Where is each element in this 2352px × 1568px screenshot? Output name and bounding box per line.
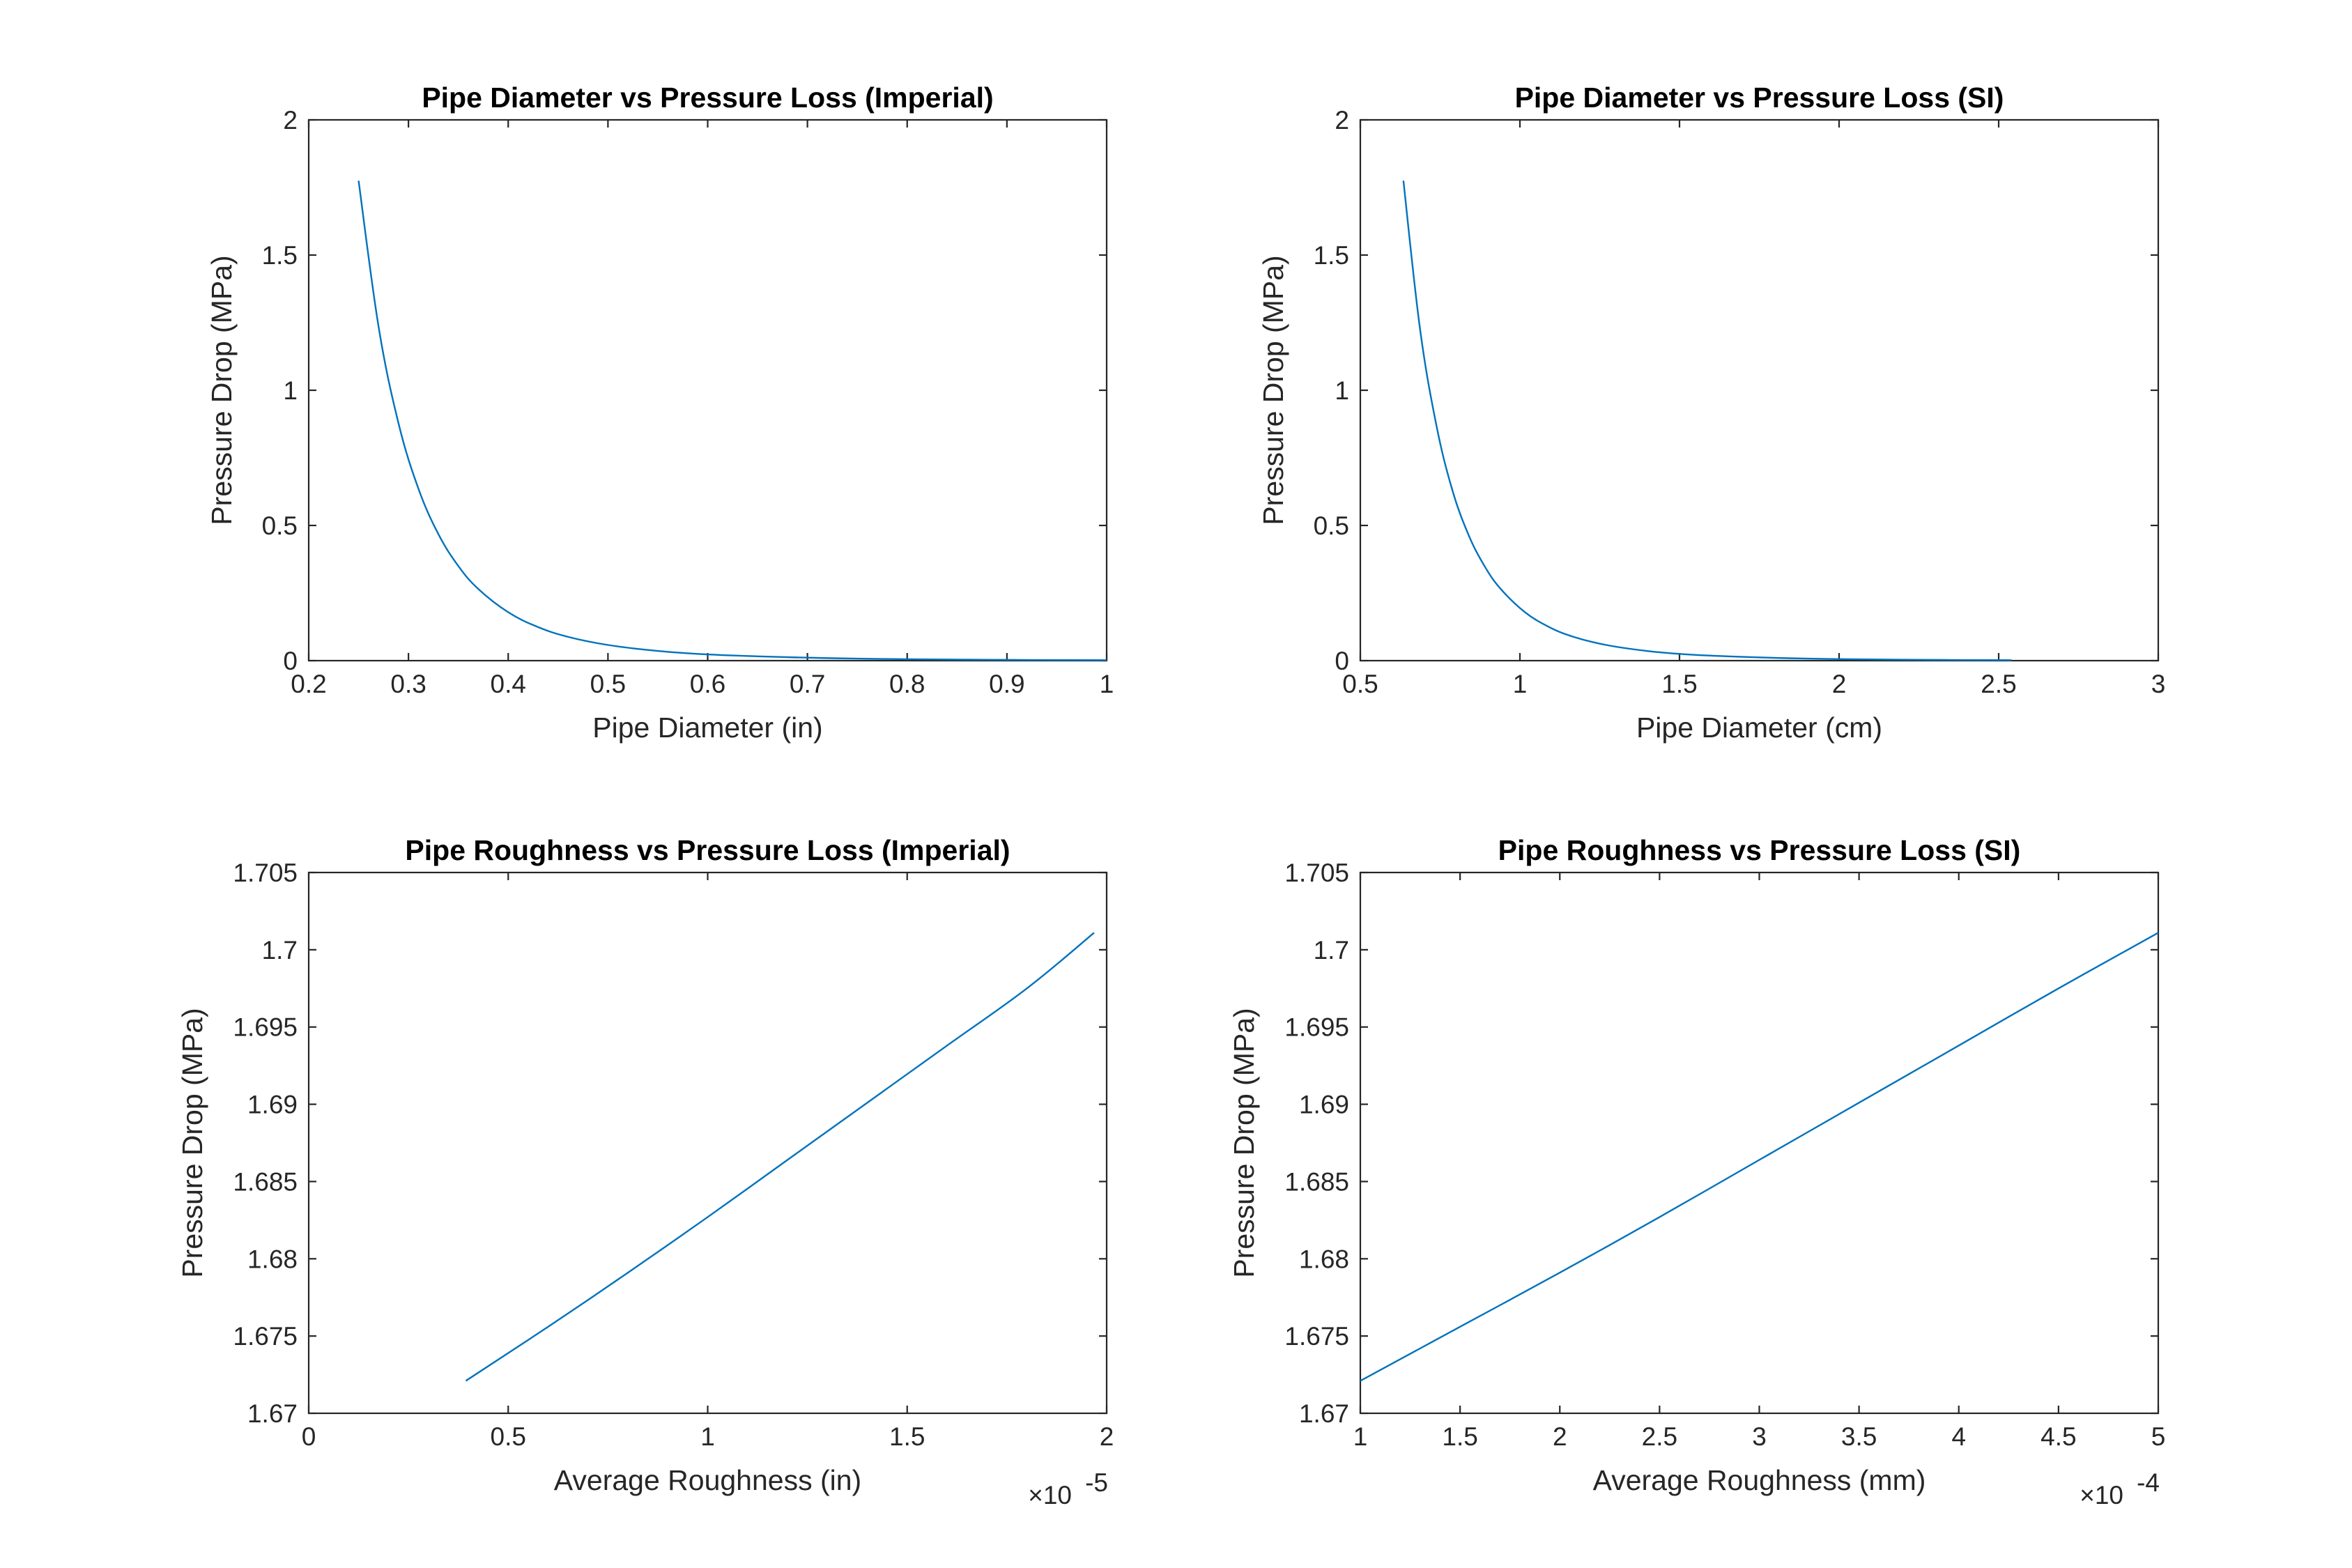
chart-1-x-tick-label: 0.9: [989, 670, 1024, 698]
chart-4-x-tick-label: 2.5: [1642, 1422, 1677, 1451]
chart-4-x-tick-label: 2: [1553, 1422, 1567, 1451]
chart-1-x-tick-label: 0.6: [690, 670, 725, 698]
chart-4-y-tick-label: 1.7: [1314, 936, 1349, 964]
chart-2-y-tick-label: 1: [1335, 376, 1349, 405]
chart-3-y-tick-label: 1.705: [233, 859, 298, 887]
chart-3-axes-box: [307, 871, 1108, 1415]
chart-4-x-tick-label: 3.5: [1841, 1422, 1877, 1451]
chart-1-x-tick-label: 1: [1100, 670, 1114, 698]
chart-3-x-tick-label: 2: [1100, 1422, 1114, 1451]
chart-4-y-tick-label: 1.685: [1284, 1167, 1349, 1196]
chart-2-axes-box: [1359, 118, 2160, 662]
chart-4-x-tick-label: 1: [1353, 1422, 1368, 1451]
chart-4-x-tick-label: 4: [1951, 1422, 1966, 1451]
chart-4-y-tick-label: 1.705: [1284, 859, 1349, 887]
chart-2-x-label: Pipe Diameter (cm): [1636, 712, 1882, 744]
chart-4-series-line: [1360, 932, 2159, 1382]
chart-3-x-tick-label: 1.5: [889, 1422, 925, 1451]
chart-1-x-tick-label: 0.5: [590, 670, 626, 698]
chart-4-x-tick-label: 4.5: [2040, 1422, 2076, 1451]
chart-2-y-tick-label: 0.5: [1314, 512, 1349, 540]
chart-3-x-exponent-label: ×10: [1028, 1481, 1072, 1509]
chart-4-x-exponent-label: ×10: [2080, 1481, 2123, 1509]
chart-2-x-tick-label: 0.5: [1342, 670, 1378, 698]
chart-4-x-tick-label: 1.5: [1442, 1422, 1477, 1451]
chart-1-y-tick-label: 0.5: [262, 512, 298, 540]
chart-4-y-tick-label: 1.68: [1299, 1245, 1349, 1273]
chart-4-y-tick-label: 1.69: [1299, 1091, 1349, 1119]
chart-3-x-label: Average Roughness (in): [554, 1464, 861, 1496]
chart-2-x-tick-label: 3: [2151, 670, 2166, 698]
chart-3-y-tick-label: 1.68: [247, 1245, 298, 1273]
chart-3-y-tick-label: 1.7: [262, 936, 298, 964]
chart-2-y-tick-label: 2: [1335, 106, 1349, 134]
chart-4-y-label: Pressure Drop (MPa): [1228, 1008, 1260, 1277]
chart-3-y-tick-label: 1.675: [233, 1322, 298, 1351]
chart-2-x-tick-label: 1: [1513, 670, 1528, 698]
chart-1-x-tick-label: 0.4: [491, 670, 526, 698]
chart-1-title: Pipe Diameter vs Pressure Loss (Imperial…: [422, 82, 993, 114]
chart-4-x-exponent: -4: [2137, 1468, 2160, 1497]
chart-4-title: Pipe Roughness vs Pressure Loss (SI): [1498, 834, 2021, 866]
chart-1-x-tick-label: 0.7: [790, 670, 825, 698]
chart-3: 0 0.5 1 1.5 2 1.67 1.675 1.68 1.685 1.69 1.695 1.7 1…: [176, 834, 1114, 1509]
chart-3-x-exponent: -5: [1085, 1468, 1108, 1497]
chart-1-y-tick-label: 1: [283, 376, 298, 405]
chart-3-y-tick-label: 1.685: [233, 1167, 298, 1196]
chart-4: 1 1.5 2 2.5 3 3.5 4 4.5 5 1.67 1.675 1.68 1.685 1.69 1…: [1228, 834, 2165, 1509]
chart-3-y-tick-label: 1.67: [247, 1399, 298, 1428]
chart-1-y-tick-label: 2: [283, 106, 298, 134]
chart-2-x-tick-label: 1.5: [1661, 670, 1697, 698]
chart-4-axes-box: [1359, 871, 2160, 1415]
chart-3-series-line: [465, 932, 1095, 1382]
chart-1-series-line: [358, 180, 1107, 661]
chart-1-y-label: Pressure Drop (MPa): [206, 255, 238, 525]
chart-2-series-line: [1402, 180, 2012, 661]
chart-2-x-tick-label: 2: [1832, 670, 1847, 698]
chart-1-axes-box: [307, 118, 1108, 662]
chart-3-y-tick-label: 1.69: [247, 1091, 298, 1119]
chart-3-title: Pipe Roughness vs Pressure Loss (Imperia…: [405, 834, 1010, 866]
chart-3-x-tick-label: 0.5: [491, 1422, 526, 1451]
chart-3-x-tick-label: 0: [302, 1422, 316, 1451]
chart-1: 0.2 0.3 0.4 0.5 0.6 0.7 0.8 0.9 1 0 0.5 1 1.5 2 Pipe D…: [206, 82, 1114, 744]
chart-3-y-label: Pressure Drop (MPa): [176, 1008, 208, 1277]
chart-4-y-tick-label: 1.675: [1284, 1322, 1349, 1351]
chart-3-y-tick-label: 1.695: [233, 1013, 298, 1042]
chart-1-y-tick-label: 1.5: [262, 241, 298, 270]
chart-2-y-tick-label: 0: [1335, 647, 1349, 675]
chart-1-x-label: Pipe Diameter (in): [592, 712, 822, 744]
chart-1-x-tick-label: 0.3: [390, 670, 426, 698]
chart-2-title: Pipe Diameter vs Pressure Loss (SI): [1515, 82, 2004, 114]
chart-3-x-tick-label: 1: [700, 1422, 715, 1451]
chart-4-x-label: Average Roughness (mm): [1593, 1464, 1926, 1496]
chart-2-y-label: Pressure Drop (MPa): [1257, 255, 1289, 525]
chart-4-y-tick-label: 1.695: [1284, 1013, 1349, 1042]
chart-4-x-tick-label: 3: [1752, 1422, 1767, 1451]
chart-1-y-tick-label: 0: [283, 647, 298, 675]
chart-4-x-tick-label: 5: [2151, 1422, 2166, 1451]
chart-1-x-tick-label: 0.8: [889, 670, 925, 698]
chart-2-x-tick-label: 2.5: [1981, 670, 2016, 698]
chart-1-x-tick-label: 0.2: [291, 670, 326, 698]
chart-4-y-tick-label: 1.67: [1299, 1399, 1349, 1428]
chart-2-y-tick-label: 1.5: [1314, 241, 1349, 270]
